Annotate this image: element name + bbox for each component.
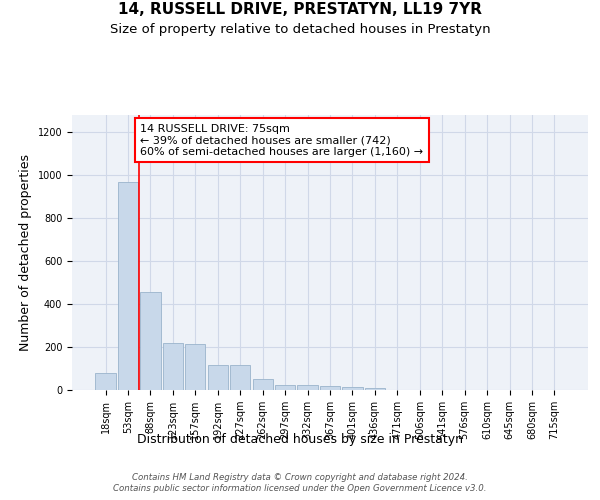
Bar <box>320 386 340 390</box>
Bar <box>118 182 138 390</box>
Bar <box>230 366 250 390</box>
Text: 14, RUSSELL DRIVE, PRESTATYN, LL19 7YR: 14, RUSSELL DRIVE, PRESTATYN, LL19 7YR <box>118 2 482 18</box>
Text: Contains public sector information licensed under the Open Government Licence v3: Contains public sector information licen… <box>113 484 487 493</box>
Bar <box>253 380 273 390</box>
Text: Size of property relative to detached houses in Prestatyn: Size of property relative to detached ho… <box>110 22 490 36</box>
Bar <box>208 364 228 390</box>
Text: 14 RUSSELL DRIVE: 75sqm
← 39% of detached houses are smaller (742)
60% of semi-d: 14 RUSSELL DRIVE: 75sqm ← 39% of detache… <box>140 124 424 157</box>
Bar <box>343 387 362 390</box>
Bar <box>163 343 183 390</box>
Bar <box>140 292 161 390</box>
Bar <box>365 388 385 390</box>
Bar <box>95 373 116 390</box>
Text: Distribution of detached houses by size in Prestatyn: Distribution of detached houses by size … <box>137 432 463 446</box>
Y-axis label: Number of detached properties: Number of detached properties <box>19 154 32 351</box>
Bar <box>185 344 205 390</box>
Bar <box>298 385 317 390</box>
Text: Contains HM Land Registry data © Crown copyright and database right 2024.: Contains HM Land Registry data © Crown c… <box>132 472 468 482</box>
Bar <box>275 384 295 390</box>
